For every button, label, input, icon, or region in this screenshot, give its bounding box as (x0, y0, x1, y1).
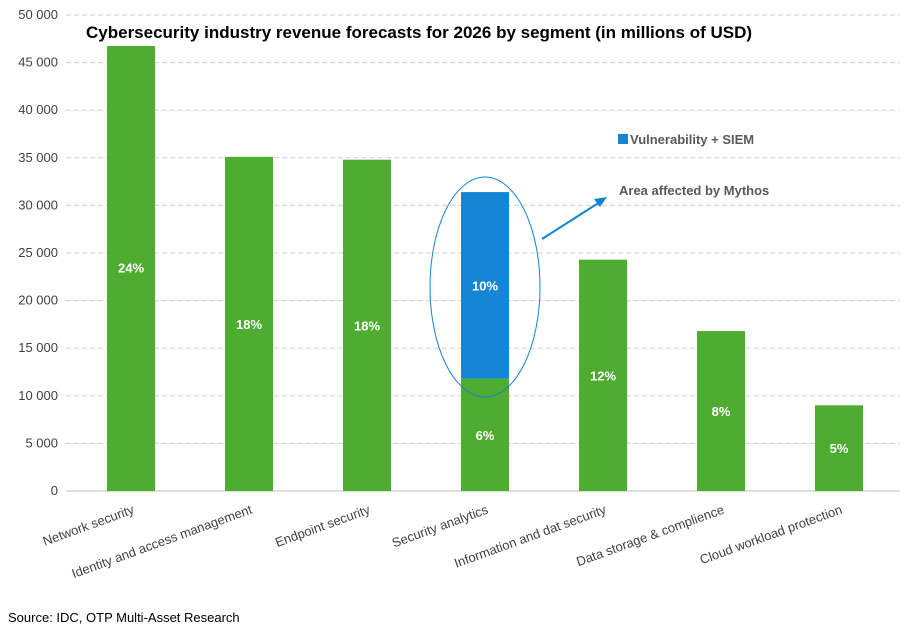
bar-segment (343, 159, 391, 492)
title-background (76, 18, 766, 46)
y-tick-label: 10 000 (18, 388, 58, 403)
y-tick-label: 15 000 (18, 340, 58, 355)
data-label: 12% (590, 368, 616, 383)
data-label: 8% (712, 404, 731, 419)
arrow-head-icon (594, 197, 607, 207)
bar-segment (579, 259, 627, 491)
data-label: 10% (472, 278, 498, 293)
legend-label: Vulnerability + SIEM (630, 132, 754, 147)
legend-swatch (618, 134, 628, 144)
chart-title: Cybersecurity industry revenue forecasts… (86, 23, 752, 42)
y-tick-label: 50 000 (18, 7, 58, 22)
y-tick-label: 5 000 (25, 435, 58, 450)
y-tick-label: 40 000 (18, 102, 58, 117)
bar-segment (815, 405, 863, 491)
y-tick-label: 0 (51, 483, 58, 498)
y-tick-label: 35 000 (18, 150, 58, 165)
y-tick-label: 25 000 (18, 245, 58, 260)
data-label: 5% (830, 441, 849, 456)
data-label: 18% (354, 318, 380, 333)
x-tick-label: Endpoint security (273, 502, 372, 550)
annotation-text: Area affected by Mythos (619, 183, 769, 198)
bar-vulnerability-siem (461, 192, 509, 379)
bar-chart: 0 5 000 10 000 15 000 20 000 25 000 30 000 35 0… (18, 7, 900, 581)
data-label: 24% (118, 260, 144, 275)
data-label: 18% (236, 317, 262, 332)
y-tick-label: 45 000 (18, 55, 58, 70)
x-tick-label: Network security (41, 502, 137, 549)
y-tick-label: 20 000 (18, 293, 58, 308)
highlight-ellipse (429, 176, 541, 398)
arrow-line (541, 201, 601, 240)
data-label: 6% (476, 428, 495, 443)
bar-segment (107, 43, 155, 492)
source-note: Source: IDC, OTP Multi-Asset Research (8, 610, 240, 625)
x-tick-label: Security analytics (390, 502, 491, 551)
bar-segment (225, 156, 273, 491)
y-tick-label: 30 000 (18, 197, 58, 212)
bar-segment (697, 331, 745, 491)
